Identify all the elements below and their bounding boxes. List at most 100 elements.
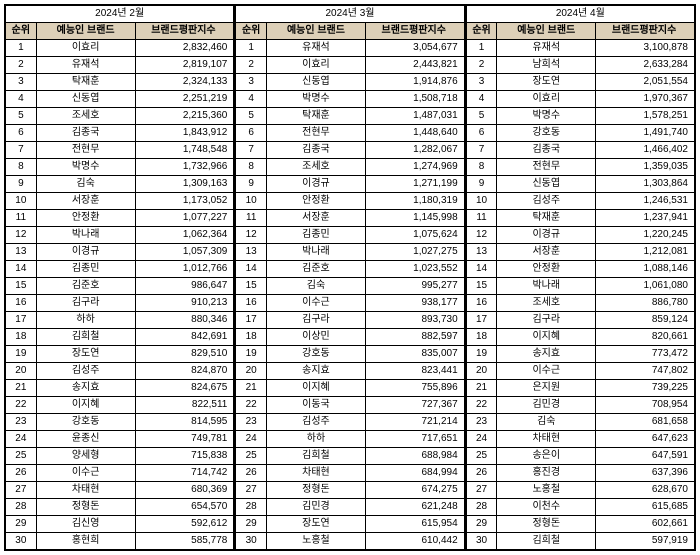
score-cell: 1,466,402 [596,142,695,159]
score-cell: 654,570 [135,499,234,516]
name-cell: 송지효 [36,380,135,397]
rank-cell: 11 [6,210,37,227]
col-header-rank: 순위 [466,23,497,40]
table-row: 13서장훈1,212,081 [466,244,694,261]
rank-cell: 17 [6,312,37,329]
table-row: 15박나래1,061,080 [466,278,694,295]
score-cell: 1,180,319 [365,193,464,210]
name-cell: 이경규 [267,176,366,193]
score-cell: 674,275 [365,482,464,499]
table-row: 3신동엽1,914,876 [236,74,464,91]
table-row: 4이효리1,970,367 [466,91,694,108]
score-cell: 1,309,163 [135,176,234,193]
score-cell: 739,225 [596,380,695,397]
month-panel: 2024년 4월순위예능인 브랜드브랜드평판지수1유재석3,100,8782남희… [465,4,696,551]
rank-cell: 12 [236,227,267,244]
table-row: 9김숙1,309,163 [6,176,234,193]
rank-cell: 28 [466,499,497,516]
table-row: 15김준호986,647 [6,278,234,295]
name-cell: 이수근 [36,465,135,482]
name-cell: 유재석 [36,57,135,74]
name-cell: 안정환 [36,210,135,227]
score-cell: 1,023,552 [365,261,464,278]
name-cell: 장도연 [36,346,135,363]
name-cell: 이효리 [36,40,135,57]
table-row: 15김숙995,277 [236,278,464,295]
score-cell: 2,633,284 [596,57,695,74]
table-row: 6강호동1,491,740 [466,125,694,142]
score-cell: 1,970,367 [596,91,695,108]
score-cell: 773,472 [596,346,695,363]
table-row: 21이지혜755,896 [236,380,464,397]
rank-cell: 8 [6,159,37,176]
name-cell: 조세호 [497,295,596,312]
name-cell: 이지혜 [36,397,135,414]
table-row: 27노홍철628,670 [466,482,694,499]
score-cell: 647,623 [596,431,695,448]
name-cell: 김종민 [267,227,366,244]
rank-cell: 25 [466,448,497,465]
table-row: 11안정환1,077,227 [6,210,234,227]
table-row: 13박나래1,027,275 [236,244,464,261]
table-row: 24차태현647,623 [466,431,694,448]
name-cell: 강호동 [36,414,135,431]
name-cell: 박명수 [267,91,366,108]
rank-cell: 4 [466,91,497,108]
name-cell: 조세호 [267,159,366,176]
score-cell: 1,271,199 [365,176,464,193]
score-cell: 597,919 [596,533,695,550]
rank-cell: 1 [6,40,37,57]
name-cell: 김희철 [267,448,366,465]
name-cell: 서장훈 [267,210,366,227]
score-cell: 585,778 [135,533,234,550]
score-cell: 727,367 [365,397,464,414]
ranking-table: 2024년 2월순위예능인 브랜드브랜드평판지수1이효리2,832,4602유재… [5,5,234,550]
name-cell: 김희철 [497,533,596,550]
score-cell: 886,780 [596,295,695,312]
score-cell: 2,251,219 [135,91,234,108]
name-cell: 김구라 [36,295,135,312]
table-row: 6김종국1,843,912 [6,125,234,142]
table-row: 18김희철842,691 [6,329,234,346]
name-cell: 김민경 [497,397,596,414]
col-header-score: 브랜드평판지수 [365,23,464,40]
name-cell: 김종국 [36,125,135,142]
name-cell: 이수근 [267,295,366,312]
rank-cell: 17 [236,312,267,329]
name-cell: 이지혜 [267,380,366,397]
score-cell: 823,441 [365,363,464,380]
score-cell: 2,819,107 [135,57,234,74]
name-cell: 김숙 [36,176,135,193]
table-row: 11서장훈1,145,998 [236,210,464,227]
table-row: 13이경규1,057,309 [6,244,234,261]
rank-cell: 27 [236,482,267,499]
table-row: 17김구라893,730 [236,312,464,329]
table-row: 22이지혜822,511 [6,397,234,414]
rank-cell: 2 [466,57,497,74]
name-cell: 이동국 [267,397,366,414]
score-cell: 1,732,966 [135,159,234,176]
score-cell: 684,994 [365,465,464,482]
rank-cell: 2 [6,57,37,74]
name-cell: 탁재훈 [267,108,366,125]
score-cell: 882,597 [365,329,464,346]
table-row: 22이동국727,367 [236,397,464,414]
table-row: 26이수근714,742 [6,465,234,482]
table-row: 4박명수1,508,718 [236,91,464,108]
name-cell: 탁재훈 [36,74,135,91]
month-header: 2024년 4월 [466,6,694,23]
rank-cell: 21 [466,380,497,397]
ranking-table: 2024년 4월순위예능인 브랜드브랜드평판지수1유재석3,100,8782남희… [466,5,695,550]
rank-cell: 28 [236,499,267,516]
table-row: 5조세호2,215,360 [6,108,234,125]
score-cell: 1,282,067 [365,142,464,159]
name-cell: 이지혜 [497,329,596,346]
rank-cell: 4 [6,91,37,108]
score-cell: 824,675 [135,380,234,397]
table-row: 19강호동835,007 [236,346,464,363]
score-cell: 1,145,998 [365,210,464,227]
name-cell: 김구라 [497,312,596,329]
rank-cell: 7 [236,142,267,159]
rank-cell: 19 [236,346,267,363]
name-cell: 김숙 [497,414,596,431]
